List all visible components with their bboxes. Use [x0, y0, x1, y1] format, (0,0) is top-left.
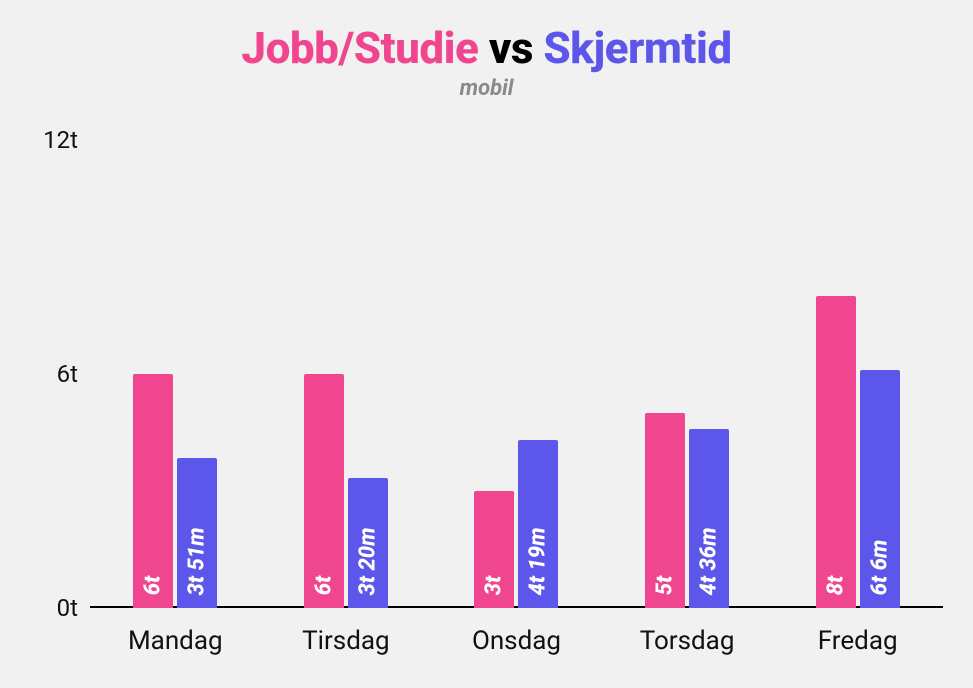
bar-series-b: 4t 36m: [689, 429, 729, 608]
bar-series-b: 3t 20m: [348, 478, 388, 608]
title-series-b: Skjermtid: [543, 22, 731, 74]
bar-series-b: 6t 6m: [860, 370, 900, 608]
bar-value-label: 6t: [311, 576, 336, 596]
title-series-a: Jobb/Studie: [241, 22, 478, 74]
bar-group: 8t6t 6mFredag: [772, 140, 943, 608]
x-tick-label: Fredag: [772, 608, 943, 656]
bar-series-a: 6t: [133, 374, 173, 608]
bar-value-label: 3t 51m: [185, 527, 210, 595]
bar-series-b: 3t 51m: [177, 458, 217, 608]
bar-series-a: 8t: [816, 296, 856, 608]
bar-group: 3t4t 19mOnsdag: [431, 140, 602, 608]
x-tick-label: Torsdag: [602, 608, 773, 656]
y-tick-label: 0t: [18, 594, 78, 622]
chart-title: Jobb/Studie vs Skjermtid: [0, 22, 973, 74]
x-tick-label: Tirsdag: [261, 608, 432, 656]
y-tick-label: 6t: [18, 360, 78, 388]
y-tick-label: 12t: [18, 126, 78, 154]
bar-groups: 6t3t 51mMandag6t3t 20mTirsdag3t4t 19mOns…: [90, 140, 943, 608]
chart-subtitle: mobil: [0, 76, 973, 101]
bar-value-label: 3t: [482, 576, 507, 596]
bar-value-label: 4t 19m: [526, 527, 551, 595]
bar-value-label: 3t 20m: [355, 527, 380, 595]
bar-value-label: 6t: [141, 576, 166, 596]
bar-value-label: 6t 6m: [867, 540, 892, 596]
bar-series-a: 5t: [645, 413, 685, 608]
bar-group: 6t3t 51mMandag: [90, 140, 261, 608]
plot-area: 6t3t 51mMandag6t3t 20mTirsdag3t4t 19mOns…: [90, 140, 943, 608]
bar-series-a: 3t: [474, 491, 514, 608]
title-vs: vs: [478, 22, 543, 74]
bar-value-label: 5t: [653, 576, 678, 596]
x-tick-label: Onsdag: [431, 608, 602, 656]
bar-series-b: 4t 19m: [518, 440, 558, 608]
bar-group: 6t3t 20mTirsdag: [261, 140, 432, 608]
bar-series-a: 6t: [304, 374, 344, 608]
bar-group: 5t4t 36mTorsdag: [602, 140, 773, 608]
bar-value-label: 4t 36m: [697, 527, 722, 595]
x-tick-label: Mandag: [90, 608, 261, 656]
bar-value-label: 8t: [823, 576, 848, 596]
